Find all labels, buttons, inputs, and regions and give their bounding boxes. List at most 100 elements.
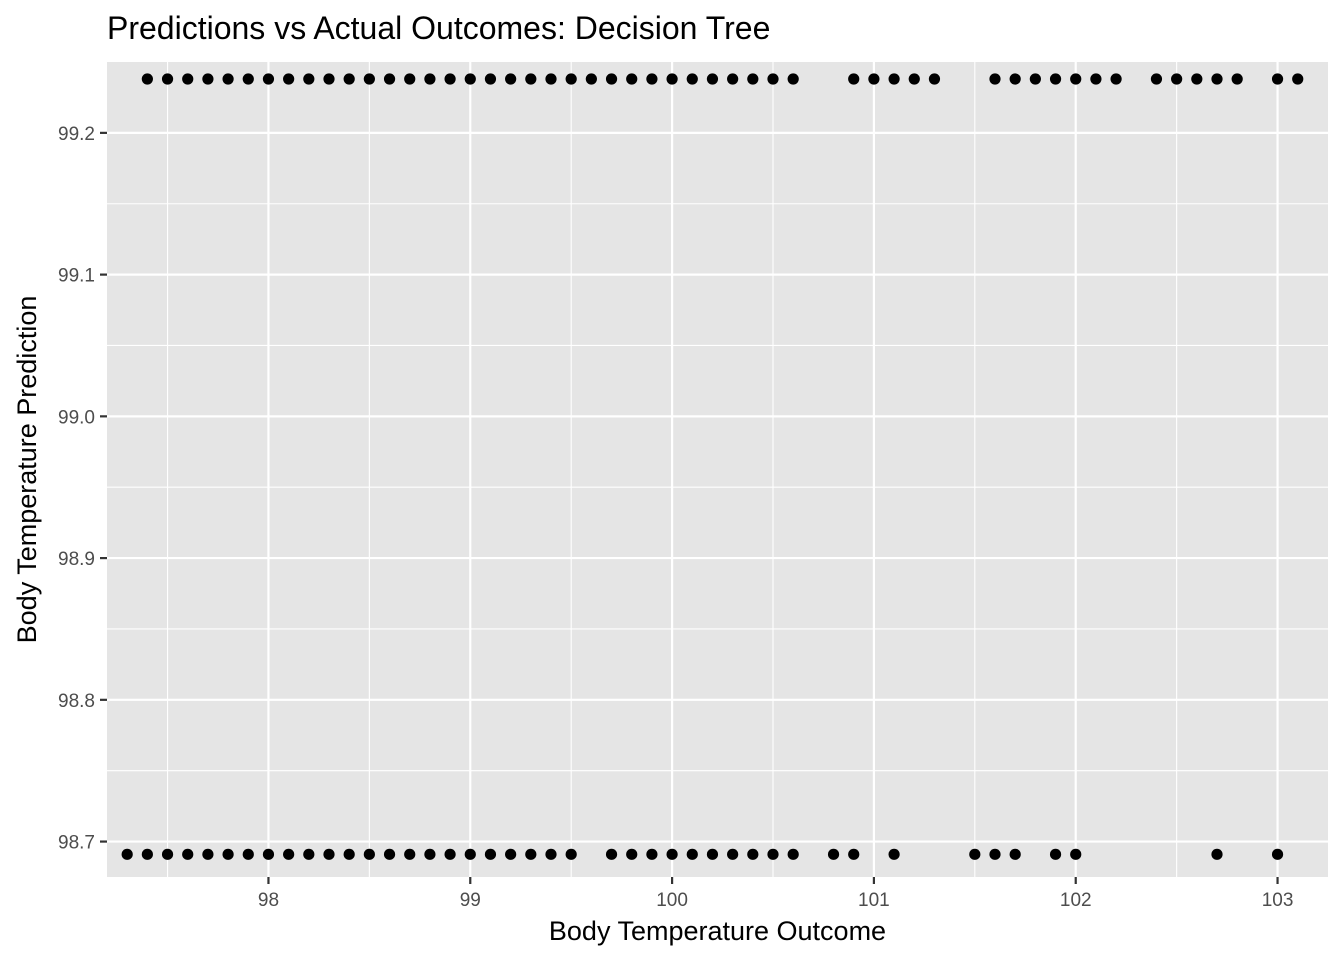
x-tick-label: 99: [460, 890, 481, 911]
data-point: [1171, 73, 1183, 85]
data-point: [505, 73, 517, 85]
y-axis-title: Body Temperature Prediction: [12, 296, 42, 644]
data-point: [343, 848, 355, 860]
data-point: [424, 73, 436, 85]
data-point: [484, 848, 497, 860]
data-point: [1049, 848, 1062, 860]
data-point: [1009, 848, 1021, 860]
data-point: [646, 848, 658, 860]
data-point: [202, 73, 214, 85]
x-tick-label: 102: [1060, 890, 1092, 911]
data-point: [646, 73, 658, 85]
data-point: [242, 848, 254, 860]
chart-title: Predictions vs Actual Outcomes: Decision…: [107, 10, 770, 46]
data-point: [1211, 73, 1223, 85]
data-point: [525, 73, 537, 85]
data-point: [1231, 73, 1243, 85]
data-point: [666, 848, 678, 860]
data-point: [989, 848, 1001, 860]
y-axis-ticks: 98.7 98.8 98.9 99.0 99.1 99.2: [58, 124, 107, 854]
data-point: [727, 73, 739, 85]
data-point: [747, 848, 759, 860]
data-point: [303, 73, 315, 85]
data-point: [383, 848, 396, 860]
data-point: [141, 848, 153, 860]
data-point: [585, 73, 597, 85]
data-point: [1070, 848, 1082, 860]
data-point: [363, 848, 375, 860]
data-point: [222, 73, 234, 85]
data-point: [404, 73, 416, 85]
data-point: [283, 848, 295, 860]
x-tick-label: 98: [258, 890, 279, 911]
data-point: [1292, 73, 1304, 85]
data-point: [464, 848, 476, 860]
data-point: [1110, 73, 1122, 85]
data-point: [383, 73, 396, 85]
data-point: [182, 73, 194, 85]
data-point: [545, 848, 557, 860]
data-point: [928, 73, 941, 85]
data-point: [565, 848, 577, 860]
data-point: [484, 73, 497, 85]
data-point: [969, 848, 981, 860]
data-point: [363, 73, 375, 85]
data-point: [1070, 73, 1082, 85]
data-point: [1029, 73, 1041, 85]
minor-gridlines: [107, 62, 1328, 877]
data-point: [787, 848, 799, 860]
data-point: [404, 848, 416, 860]
data-point: [1090, 73, 1102, 85]
data-point: [242, 73, 254, 85]
data-point: [1049, 73, 1062, 85]
data-point: [626, 848, 638, 860]
data-point: [706, 73, 719, 85]
data-point: [888, 848, 900, 860]
data-point: [343, 73, 355, 85]
y-tick-label: 98.7: [58, 833, 95, 854]
data-point: [989, 73, 1001, 85]
data-point: [787, 73, 799, 85]
data-point: [868, 73, 880, 85]
data-point: [323, 73, 335, 85]
data-point: [424, 848, 436, 860]
data-point: [444, 848, 456, 860]
x-axis-ticks: 98 99 100 101 102 103: [258, 877, 1294, 911]
data-point: [747, 73, 759, 85]
data-point: [464, 73, 476, 85]
data-point: [1191, 73, 1203, 85]
data-point: [182, 848, 194, 860]
data-point: [1211, 848, 1223, 860]
major-gridlines: [107, 62, 1328, 877]
data-point: [706, 848, 719, 860]
data-point: [827, 848, 840, 860]
data-point: [565, 73, 577, 85]
data-point: [605, 848, 618, 860]
data-point: [222, 848, 234, 860]
data-point: [767, 848, 779, 860]
data-point: [444, 73, 456, 85]
data-point: [303, 848, 315, 860]
data-point: [202, 848, 214, 860]
data-point: [141, 73, 153, 85]
data-point: [767, 73, 779, 85]
data-point: [161, 73, 174, 85]
data-point: [262, 848, 275, 860]
data-point: [727, 848, 739, 860]
y-tick-label: 98.8: [58, 691, 95, 712]
data-point: [545, 73, 557, 85]
data-point: [262, 73, 275, 85]
data-point: [908, 73, 920, 85]
y-tick-label: 98.9: [58, 549, 95, 570]
x-tick-label: 101: [858, 890, 890, 911]
data-point: [1271, 73, 1284, 85]
data-points: [121, 73, 1304, 860]
data-point: [323, 848, 335, 860]
x-tick-label: 103: [1262, 890, 1294, 911]
data-point: [666, 73, 678, 85]
data-point: [121, 848, 133, 860]
x-tick-label: 100: [656, 890, 688, 911]
y-tick-label: 99.1: [58, 266, 95, 287]
